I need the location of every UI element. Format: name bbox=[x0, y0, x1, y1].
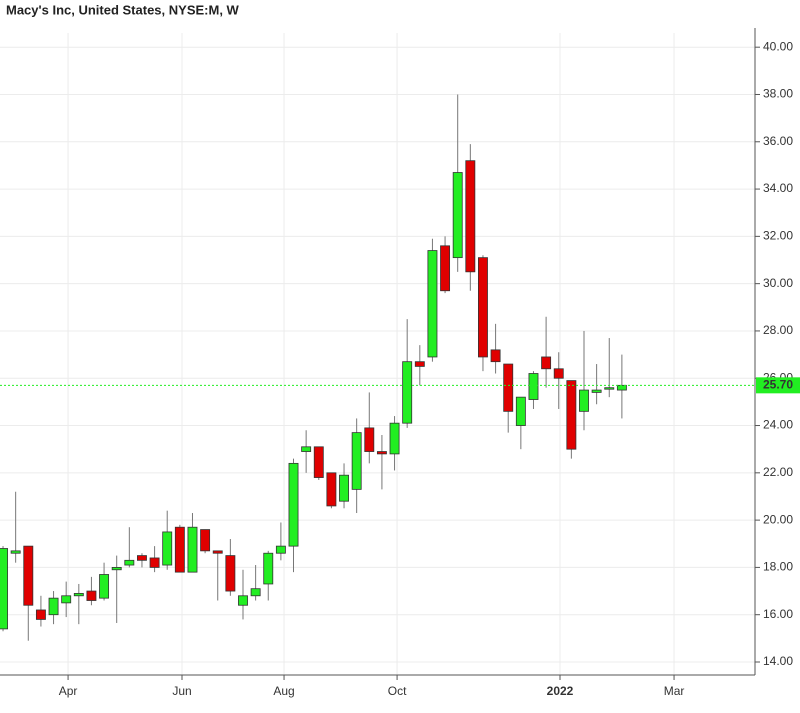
y-tick-label: 32.00 bbox=[763, 229, 793, 243]
up-body bbox=[187, 526, 198, 573]
down-body bbox=[200, 529, 211, 552]
y-tick-label: 38.00 bbox=[763, 87, 793, 101]
up-body bbox=[288, 462, 299, 547]
down-body bbox=[490, 349, 501, 363]
y-tick-label: 30.00 bbox=[763, 276, 793, 290]
up-body bbox=[111, 567, 122, 571]
x-tick-label: Jun bbox=[172, 684, 191, 698]
down-body bbox=[503, 363, 514, 412]
down-body bbox=[149, 557, 160, 568]
candles bbox=[0, 94, 755, 641]
down-body bbox=[440, 245, 451, 292]
up-body bbox=[275, 545, 286, 554]
down-body bbox=[212, 550, 223, 554]
down-body bbox=[174, 526, 185, 573]
up-body bbox=[351, 432, 362, 490]
down-body bbox=[376, 451, 387, 455]
down-body bbox=[414, 361, 425, 367]
chart-title: Macy's Inc, United States, NYSE:M, W bbox=[6, 2, 240, 17]
y-tick-label: 24.00 bbox=[763, 418, 793, 432]
grid bbox=[0, 33, 755, 675]
up-body bbox=[250, 588, 261, 597]
up-body bbox=[389, 422, 400, 455]
down-body bbox=[86, 590, 97, 601]
x-tick-label: 2022 bbox=[547, 684, 574, 698]
down-body bbox=[23, 545, 34, 606]
down-body bbox=[553, 368, 564, 379]
up-body bbox=[301, 446, 312, 452]
up-body bbox=[402, 361, 413, 424]
down-body bbox=[566, 380, 577, 450]
x-tick-label: Apr bbox=[59, 684, 78, 698]
x-tick-label: Aug bbox=[273, 684, 294, 698]
up-body bbox=[263, 552, 274, 585]
y-tick-label: 18.00 bbox=[763, 560, 793, 574]
up-body bbox=[48, 597, 59, 616]
up-body bbox=[0, 548, 8, 630]
y-tick-label: 34.00 bbox=[763, 181, 793, 195]
down-body bbox=[465, 160, 476, 273]
x-tick-label: Mar bbox=[664, 684, 685, 698]
up-body bbox=[61, 595, 72, 604]
up-body bbox=[10, 550, 21, 554]
up-body bbox=[616, 384, 627, 391]
up-body bbox=[604, 387, 615, 390]
axes: 14.0016.0018.0020.0022.0024.0026.0028.00… bbox=[0, 28, 800, 698]
up-body bbox=[124, 559, 135, 566]
down-body bbox=[364, 427, 375, 452]
down-body bbox=[313, 446, 324, 478]
down-body bbox=[478, 257, 488, 358]
y-tick-label: 22.00 bbox=[763, 465, 793, 479]
y-tick-label: 28.00 bbox=[763, 323, 793, 337]
y-tick-label: 36.00 bbox=[763, 134, 793, 148]
x-tick-label: Oct bbox=[388, 684, 407, 698]
up-body bbox=[427, 250, 438, 358]
down-body bbox=[35, 609, 46, 620]
up-body bbox=[515, 396, 526, 426]
last-price-box bbox=[756, 377, 800, 394]
up-body bbox=[591, 389, 602, 393]
down-body bbox=[225, 555, 236, 592]
up-body bbox=[452, 172, 463, 259]
up-body bbox=[162, 531, 173, 566]
last-price-label: 25.70 bbox=[763, 378, 793, 392]
y-tick-label: 16.00 bbox=[763, 607, 793, 621]
up-body bbox=[73, 593, 84, 597]
down-body bbox=[541, 356, 552, 370]
up-body bbox=[99, 574, 110, 599]
down-body bbox=[137, 555, 147, 561]
up-body bbox=[339, 474, 349, 502]
up-body bbox=[579, 389, 589, 412]
y-tick-label: 20.00 bbox=[763, 512, 793, 526]
up-body bbox=[238, 595, 248, 606]
up-body bbox=[528, 373, 539, 400]
y-tick-label: 40.00 bbox=[763, 39, 793, 53]
y-tick-label: 14.00 bbox=[763, 654, 793, 668]
down-body bbox=[326, 472, 337, 507]
